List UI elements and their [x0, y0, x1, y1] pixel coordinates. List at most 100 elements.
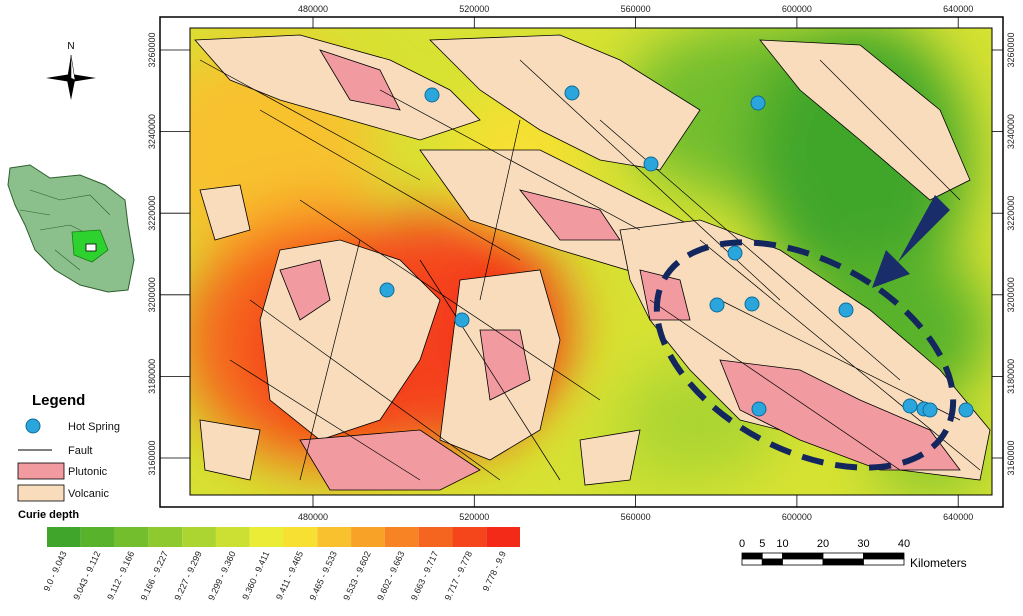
ramp-swatch — [47, 527, 81, 547]
faults — [199, 59, 981, 481]
ramp-label: 9.663 - 9.717 — [409, 550, 440, 602]
inset-map — [7, 164, 135, 293]
hot-spring — [379, 282, 395, 298]
scale-unit: Kilometers — [910, 556, 967, 570]
y-coordinate-label: 3220000 — [147, 196, 157, 231]
scale-segment — [863, 552, 905, 560]
x-coordinate-label: 600000 — [782, 512, 812, 522]
ramp-swatch — [351, 527, 385, 547]
y-coordinate-label: 3260000 — [147, 32, 157, 67]
scale-segment — [741, 552, 763, 560]
ramp-label: 9.227 - 9.299 — [172, 550, 203, 602]
scale-segment — [863, 558, 905, 566]
scale-segment — [761, 558, 783, 566]
ramp-label: 9.112 - 9.166 — [105, 550, 136, 602]
scale-segment — [782, 552, 824, 560]
x-coordinate-label: 480000 — [298, 4, 328, 14]
scale-segment — [822, 552, 864, 560]
scale-label: 0 — [739, 538, 745, 550]
y-coordinate-label: 3160000 — [147, 440, 157, 475]
ramp-label: 9.299 - 9.360 — [206, 550, 237, 602]
coordinate-labels: 480000 480000 520000 520000 560000 560000 6000… — [147, 4, 1016, 522]
map-body — [190, 28, 992, 495]
ramp-label: 9.043 - 9.112 — [71, 550, 102, 602]
legend-symbol-plutonic — [17, 462, 65, 480]
y-coordinate-label: 3240000 — [1006, 114, 1016, 149]
scale-label: 20 — [817, 538, 829, 550]
legend-item: Fault — [68, 445, 92, 457]
ramp-swatch — [317, 527, 352, 547]
ramp-swatch — [486, 527, 520, 547]
scale-segment — [761, 552, 783, 560]
ramp-swatch — [114, 527, 149, 547]
ramp-label: 9.166 - 9.227 — [139, 550, 170, 602]
ramp-label: 9.717 - 9.778 — [443, 550, 474, 602]
x-coordinate-label: 640000 — [943, 512, 973, 522]
hot-spring — [424, 87, 440, 103]
ramp-swatch — [418, 527, 453, 547]
x-coordinate-label: 480000 — [298, 512, 328, 522]
x-coordinate-label: 520000 — [459, 4, 489, 14]
y-coordinate-label: 3200000 — [147, 277, 157, 312]
highlight-ellipse — [653, 239, 957, 471]
y-coordinate-label: 3200000 — [1006, 277, 1016, 312]
map-neatline — [189, 27, 993, 496]
hot-spring — [454, 312, 470, 328]
scale-label: 40 — [898, 538, 910, 550]
hot-spring — [751, 401, 767, 417]
north-label: N — [67, 41, 74, 52]
y-coordinate-label: 3240000 — [147, 114, 157, 149]
legend-item: Plutonic — [68, 466, 108, 478]
hot-spring — [922, 402, 938, 418]
x-coordinate-label: 600000 — [782, 4, 812, 14]
color-ramp: 9.0 - 9.043 9.043 - 9.112 9.112 - 9.166 9.1… — [41, 527, 520, 602]
ramp-swatch — [148, 527, 183, 547]
scale-label: 5 — [759, 538, 765, 550]
highlight-arrow — [872, 195, 950, 288]
ramp-label: 9.533 - 9.602 — [341, 550, 372, 602]
geology — [194, 34, 991, 491]
ramp-title: Curie depth — [18, 509, 79, 521]
scale-label: 30 — [857, 538, 869, 550]
scale-segment — [822, 558, 864, 566]
x-coordinate-label: 520000 — [459, 512, 489, 522]
hot-spring — [838, 302, 854, 318]
hot-spring — [643, 156, 659, 172]
legend-symbol-hot-spring — [25, 418, 41, 434]
ramp-label: 9.360 - 9.411 — [240, 550, 271, 602]
x-coordinate-label: 560000 — [621, 512, 651, 522]
hot-spring — [727, 245, 743, 261]
ramp-swatch — [384, 527, 419, 547]
scale-segment — [782, 558, 824, 566]
x-coordinate-label: 640000 — [943, 4, 973, 14]
north-arrow: N — [46, 41, 96, 100]
ramp-swatch — [80, 527, 115, 547]
legend-item: Volcanic — [68, 488, 109, 500]
hot-spring — [744, 296, 760, 312]
hot-spring — [564, 85, 580, 101]
legend-symbol-volcanic — [17, 484, 65, 502]
y-coordinate-label: 3180000 — [1006, 359, 1016, 394]
hot-spring — [709, 297, 725, 313]
ramp-label: 9.0 - 9.043 — [41, 550, 68, 593]
hot-spring — [750, 95, 766, 111]
hot-spring — [902, 398, 918, 414]
ramp-swatch — [249, 527, 284, 547]
y-coordinate-label: 3180000 — [147, 359, 157, 394]
ramp-label: 9.411 - 9.465 — [274, 550, 305, 602]
ramp-label: 9.465 - 9.533 — [308, 550, 339, 602]
hot-springs — [379, 85, 974, 418]
scale-label: 10 — [776, 538, 788, 550]
legend-title: Legend — [32, 392, 85, 409]
hot-spring — [958, 402, 974, 418]
x-coordinate-label: 560000 — [621, 4, 651, 14]
ramp-swatch — [283, 527, 318, 547]
y-coordinate-label: 3260000 — [1006, 32, 1016, 67]
ramp-label: 9.778 - 9.9 — [481, 550, 508, 593]
ramp-swatch — [452, 527, 487, 547]
ramp-swatch — [215, 527, 250, 547]
legend-item: Hot Spring — [68, 421, 120, 433]
ramp-swatch — [182, 527, 216, 547]
